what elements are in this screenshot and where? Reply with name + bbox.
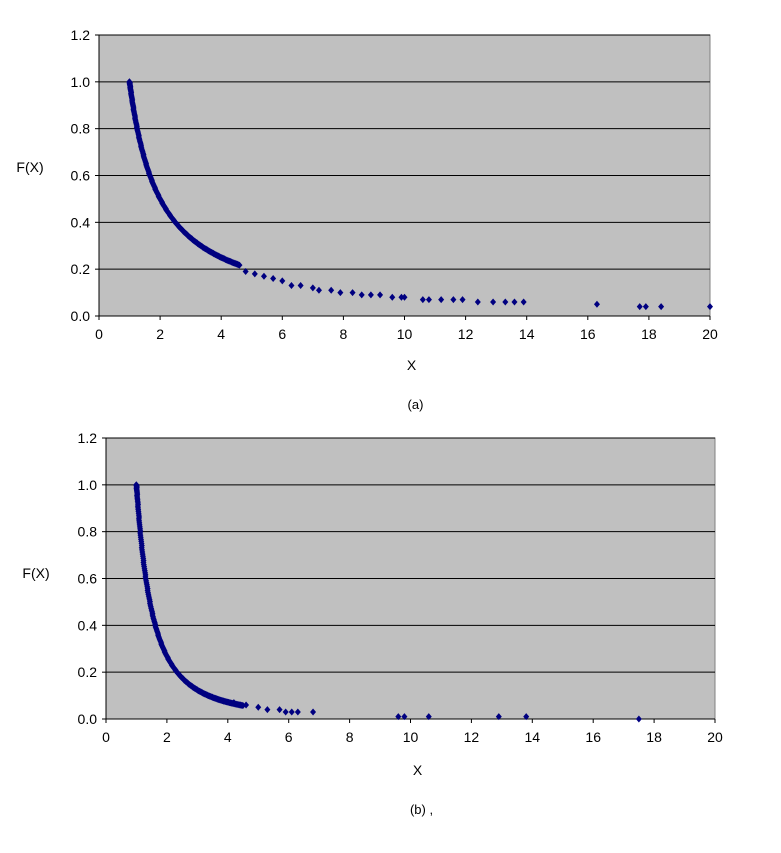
data-point	[270, 275, 277, 283]
x-tick-label: 16	[580, 326, 596, 342]
data-point	[635, 715, 642, 723]
x-tick-label: 20	[707, 729, 723, 745]
data-point	[243, 701, 250, 709]
x-tick-label: 0	[95, 326, 103, 342]
data-point	[401, 293, 408, 301]
y-tick-label: 1.2	[71, 27, 91, 43]
x-axis-title: X	[407, 357, 417, 373]
data-point	[707, 303, 713, 311]
data-point	[288, 282, 295, 290]
data-point	[438, 296, 445, 304]
data-point	[520, 298, 527, 306]
data-point	[425, 713, 432, 721]
x-tick-label: 0	[102, 729, 110, 745]
data-point	[642, 303, 649, 311]
data-point	[502, 298, 509, 306]
y-tick-label: 0.0	[78, 711, 98, 727]
data-point	[450, 296, 457, 304]
data-point	[279, 277, 286, 285]
x-tick-label: 6	[278, 326, 286, 342]
y-tick-label: 0.4	[78, 617, 98, 633]
data-point	[474, 298, 481, 306]
x-tick-label: 18	[641, 326, 657, 342]
data-point	[297, 282, 304, 290]
y-tick-label: 0.6	[78, 571, 98, 587]
y-tick-label: 1.0	[78, 477, 98, 493]
data-point	[401, 713, 408, 721]
x-axis-title: X	[413, 762, 423, 778]
data-point	[425, 296, 432, 304]
data-point	[242, 268, 249, 276]
data-point	[398, 293, 405, 301]
y-tick-label: 0.2	[71, 261, 91, 277]
y-tick-label: 0.4	[71, 214, 91, 230]
x-tick-label: 16	[585, 729, 601, 745]
data-point	[636, 303, 643, 311]
x-tick-label: 12	[458, 326, 474, 342]
data-point	[255, 703, 262, 711]
data-point	[349, 289, 356, 297]
data-point	[395, 713, 402, 721]
y-axis-title: F(X)	[22, 565, 49, 581]
data-point	[236, 261, 243, 269]
data-point	[377, 291, 384, 299]
data-point	[310, 708, 317, 716]
data-point	[511, 298, 518, 306]
x-tick-label: 6	[285, 729, 293, 745]
data-point	[495, 713, 502, 721]
data-point	[251, 270, 258, 278]
x-tick-label: 8	[340, 326, 348, 342]
data-point	[523, 713, 530, 721]
y-tick-label: 0.2	[78, 664, 98, 680]
data-point	[490, 298, 497, 306]
x-tick-label: 4	[217, 326, 225, 342]
data-point	[419, 296, 426, 304]
data-point	[389, 293, 396, 301]
data-point	[459, 296, 466, 304]
y-tick-label: 0.6	[71, 168, 91, 184]
data-point	[367, 291, 374, 299]
data-point	[236, 701, 243, 709]
chart-caption: (a)	[408, 397, 424, 412]
y-tick-label: 1.2	[78, 430, 98, 446]
x-tick-label: 14	[519, 326, 535, 342]
data-point	[593, 300, 600, 308]
data-point	[230, 699, 237, 707]
data-point	[264, 706, 271, 714]
data-point	[337, 289, 344, 297]
x-tick-label: 14	[525, 729, 541, 745]
chart-caption: (b) ,	[410, 802, 433, 817]
y-tick-label: 1.0	[71, 74, 91, 90]
y-tick-label: 0.8	[78, 524, 98, 540]
x-tick-label: 8	[346, 729, 354, 745]
data-point	[309, 284, 316, 292]
y-axis-title: F(X)	[16, 159, 43, 175]
x-tick-label: 2	[156, 326, 164, 342]
x-tick-label: 12	[464, 729, 480, 745]
chart-b: 0.0 0.2 0.4 0.6 0.8 1.0 1.2 0 2 4 6 8 10 12 14 16 18 20 F(…	[22, 430, 723, 817]
y-tick-label: 0.8	[71, 121, 91, 137]
x-tick-label: 18	[646, 729, 662, 745]
x-tick-label: 2	[163, 729, 171, 745]
chart-a: 0.0 0.2 0.4 0.6 0.8 1.0 1.2 0 2 4 6 8 10 12 14 16 18 20 F(…	[16, 27, 718, 412]
data-point	[658, 303, 665, 311]
x-tick-label: 4	[224, 729, 232, 745]
data-point	[288, 708, 295, 716]
x-tick-label: 10	[403, 729, 419, 745]
x-tick-label: 20	[702, 326, 718, 342]
data-point	[282, 708, 289, 716]
data-point	[358, 291, 365, 299]
data-point	[276, 706, 283, 714]
y-tick-label: 0.0	[71, 308, 91, 324]
x-tick-label: 10	[397, 326, 413, 342]
data-point	[294, 708, 301, 716]
data-point	[260, 272, 267, 280]
data-point	[315, 286, 322, 294]
data-point	[328, 286, 335, 294]
